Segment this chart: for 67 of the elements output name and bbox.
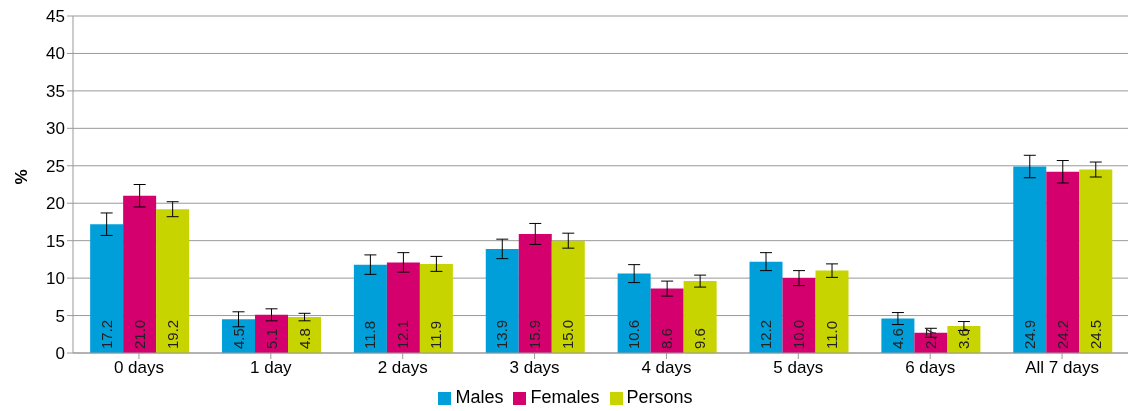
bar bbox=[551, 240, 585, 353]
data-label: 5.1 bbox=[262, 328, 280, 349]
bar bbox=[222, 319, 256, 353]
data-label: 10.6 bbox=[625, 319, 643, 349]
bar bbox=[518, 233, 552, 353]
data-label: 12.2 bbox=[757, 319, 775, 349]
bar bbox=[683, 281, 717, 353]
legend-label: Persons bbox=[626, 387, 693, 407]
y-tick-label: 5 bbox=[55, 306, 65, 326]
x-tick-label: All 7 days bbox=[1025, 358, 1099, 378]
data-label: 24.5 bbox=[1086, 319, 1104, 349]
bar bbox=[1013, 166, 1047, 353]
bar bbox=[353, 264, 387, 353]
x-tick-label: 2 days bbox=[377, 358, 428, 378]
data-label: 13.9 bbox=[493, 319, 511, 349]
data-label: 12.1 bbox=[394, 319, 412, 349]
bar bbox=[617, 273, 651, 353]
bar bbox=[815, 270, 849, 353]
bar bbox=[90, 224, 124, 353]
data-label: 11.8 bbox=[361, 320, 379, 349]
x-tick-label: 3 days bbox=[509, 358, 560, 378]
data-label: 4.8 bbox=[295, 328, 313, 349]
y-tick-label: 30 bbox=[46, 119, 65, 139]
legend-label: Males bbox=[455, 387, 504, 407]
bar bbox=[1046, 171, 1080, 353]
y-tick-label: 10 bbox=[46, 269, 65, 289]
data-label: 8.6 bbox=[658, 328, 676, 349]
y-tick-label: 0 bbox=[55, 344, 65, 364]
bar bbox=[485, 248, 519, 353]
bar bbox=[386, 262, 420, 353]
bar bbox=[782, 278, 816, 353]
y-axis-title: % bbox=[12, 169, 32, 185]
data-label: 24.9 bbox=[1020, 319, 1038, 349]
bar bbox=[255, 314, 289, 353]
y-tick-label: 45 bbox=[46, 7, 65, 27]
data-label: 21.0 bbox=[130, 319, 148, 349]
data-label: 11.9 bbox=[427, 320, 445, 349]
bar bbox=[419, 263, 453, 353]
data-label: 19.2 bbox=[163, 319, 181, 349]
data-label: 4.5 bbox=[229, 328, 247, 349]
x-tick-label: 4 days bbox=[641, 358, 692, 378]
bar bbox=[156, 209, 190, 353]
x-tick-label: 5 days bbox=[773, 358, 824, 378]
x-tick-label: 0 days bbox=[113, 358, 164, 378]
y-tick-label: 25 bbox=[46, 156, 65, 176]
data-label: 9.6 bbox=[691, 328, 709, 349]
data-label: 17.2 bbox=[97, 319, 115, 349]
x-tick-label: 6 days bbox=[905, 358, 956, 378]
data-label: 4.6 bbox=[888, 328, 906, 349]
bar bbox=[650, 288, 684, 353]
bar bbox=[749, 261, 783, 353]
bar bbox=[288, 317, 322, 353]
y-tick-label: 35 bbox=[46, 81, 65, 101]
data-label: 3.6 bbox=[954, 328, 972, 349]
data-label: 2.7 bbox=[921, 328, 939, 349]
bar bbox=[123, 195, 157, 353]
data-label: 10.0 bbox=[790, 319, 808, 349]
data-label: 11.0 bbox=[823, 320, 841, 349]
data-label: 15.0 bbox=[559, 319, 577, 349]
x-tick-label: 1 day bbox=[250, 358, 293, 378]
data-label: 24.2 bbox=[1053, 319, 1071, 349]
y-tick-label: 40 bbox=[46, 44, 65, 64]
bar bbox=[1079, 169, 1113, 353]
y-tick-label: 20 bbox=[46, 194, 65, 214]
data-label: 15.9 bbox=[526, 319, 544, 349]
y-tick-label: 15 bbox=[46, 231, 65, 251]
legend-label: Females bbox=[530, 387, 600, 407]
